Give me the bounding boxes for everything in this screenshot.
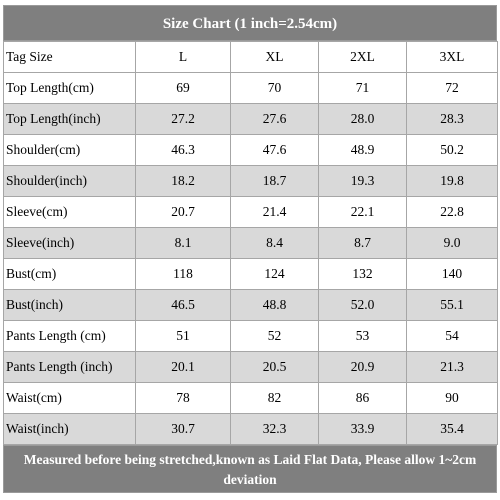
cell: 19.3 [318,165,407,197]
size-table: Tag Size L XL 2XL 3XL Top Length(cm) 69 70 71 72 T… [3,41,498,445]
header-cell: 2XL [318,41,407,73]
cell: 9.0 [406,227,498,259]
cell: 46.5 [135,289,231,321]
row-label: Bust(inch) [3,289,136,321]
cell: 46.3 [135,134,231,166]
cell: 22.1 [318,196,407,228]
cell: 27.2 [135,103,231,135]
cell: 22.8 [406,196,498,228]
cell: 132 [318,258,407,290]
cell: 8.4 [230,227,319,259]
cell: 124 [230,258,319,290]
header-row: Tag Size L XL 2XL 3XL [3,41,498,73]
header-cell: XL [230,41,319,73]
cell: 118 [135,258,231,290]
row-label: Pants Length (inch) [3,351,136,383]
header-cell: L [135,41,231,73]
cell: 53 [318,320,407,352]
cell: 52.0 [318,289,407,321]
cell: 69 [135,72,231,104]
cell: 82 [230,382,319,414]
cell: 48.9 [318,134,407,166]
cell: 54 [406,320,498,352]
cell: 32.3 [230,413,319,445]
row-label: Sleeve(inch) [3,227,136,259]
cell: 140 [406,258,498,290]
cell: 71 [318,72,407,104]
footer-note: Measured before being stretched,known as… [3,445,497,493]
table-row: Sleeve(inch) 8.1 8.4 8.7 9.0 [3,227,498,259]
cell: 50.2 [406,134,498,166]
row-label: Waist(inch) [3,413,136,445]
cell: 19.8 [406,165,498,197]
table-row: Waist(inch) 30.7 32.3 33.9 35.4 [3,413,498,445]
cell: 90 [406,382,498,414]
cell: 48.8 [230,289,319,321]
header-cell: Tag Size [3,41,136,73]
header-cell: 3XL [406,41,498,73]
table-row: Bust(cm) 118 124 132 140 [3,258,498,290]
title: Size Chart (1 inch=2.54cm) [3,5,497,41]
cell: 20.5 [230,351,319,383]
table-row: Shoulder(inch) 18.2 18.7 19.3 19.8 [3,165,498,197]
cell: 28.0 [318,103,407,135]
cell: 35.4 [406,413,498,445]
table-row: Top Length(cm) 69 70 71 72 [3,72,498,104]
table-body: Tag Size L XL 2XL 3XL Top Length(cm) 69 70 71 72 T… [3,41,498,445]
cell: 18.7 [230,165,319,197]
cell: 8.7 [318,227,407,259]
cell: 86 [318,382,407,414]
cell: 30.7 [135,413,231,445]
row-label: Top Length(inch) [3,103,136,135]
cell: 18.2 [135,165,231,197]
cell: 70 [230,72,319,104]
table-row: Shoulder(cm) 46.3 47.6 48.9 50.2 [3,134,498,166]
cell: 52 [230,320,319,352]
cell: 47.6 [230,134,319,166]
cell: 55.1 [406,289,498,321]
cell: 28.3 [406,103,498,135]
row-label: Shoulder(cm) [3,134,136,166]
row-label: Sleeve(cm) [3,196,136,228]
row-label: Shoulder(inch) [3,165,136,197]
cell: 78 [135,382,231,414]
cell: 21.4 [230,196,319,228]
row-label: Pants Length (cm) [3,320,136,352]
cell: 20.7 [135,196,231,228]
cell: 72 [406,72,498,104]
cell: 27.6 [230,103,319,135]
cell: 33.9 [318,413,407,445]
cell: 20.1 [135,351,231,383]
row-label: Bust(cm) [3,258,136,290]
table-row: Bust(inch) 46.5 48.8 52.0 55.1 [3,289,498,321]
table-row: Pants Length (cm) 51 52 53 54 [3,320,498,352]
cell: 20.9 [318,351,407,383]
table-row: Pants Length (inch) 20.1 20.5 20.9 21.3 [3,351,498,383]
size-chart: Size Chart (1 inch=2.54cm) Tag Size L XL 2X… [3,5,498,493]
row-label: Waist(cm) [3,382,136,414]
cell: 8.1 [135,227,231,259]
cell: 21.3 [406,351,498,383]
table-row: Sleeve(cm) 20.7 21.4 22.1 22.8 [3,196,498,228]
row-label: Top Length(cm) [3,72,136,104]
cell: 51 [135,320,231,352]
table-row: Waist(cm) 78 82 86 90 [3,382,498,414]
table-row: Top Length(inch) 27.2 27.6 28.0 28.3 [3,103,498,135]
